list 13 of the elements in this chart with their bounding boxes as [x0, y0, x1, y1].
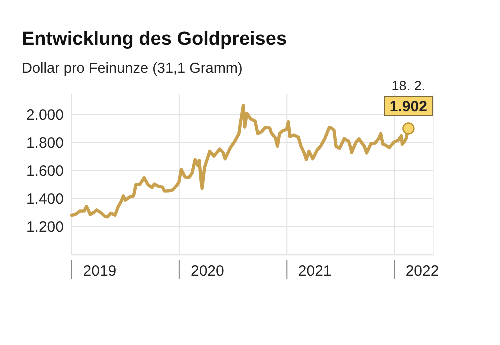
y-tick-label: 1.600 [26, 163, 64, 180]
y-tick-label: 1.800 [26, 135, 64, 152]
y-tick-label: 1.400 [26, 191, 64, 208]
chart-subtitle: Dollar pro Feinunze (31,1 Gramm) [22, 61, 243, 77]
x-tick-label: 2019 [83, 263, 117, 280]
chart-title: Entwicklung des Goldpreises [22, 29, 288, 50]
y-tick-label: 2.000 [26, 107, 64, 124]
annotation: 18. 2. [392, 78, 426, 94]
x-tick-label: 2022 [406, 263, 440, 280]
x-tick-label: 2020 [190, 263, 224, 280]
data-label: 1.902 [390, 98, 428, 116]
x-tick-label: 2021 [298, 263, 332, 280]
y-tick-label: 1.200 [26, 219, 64, 236]
